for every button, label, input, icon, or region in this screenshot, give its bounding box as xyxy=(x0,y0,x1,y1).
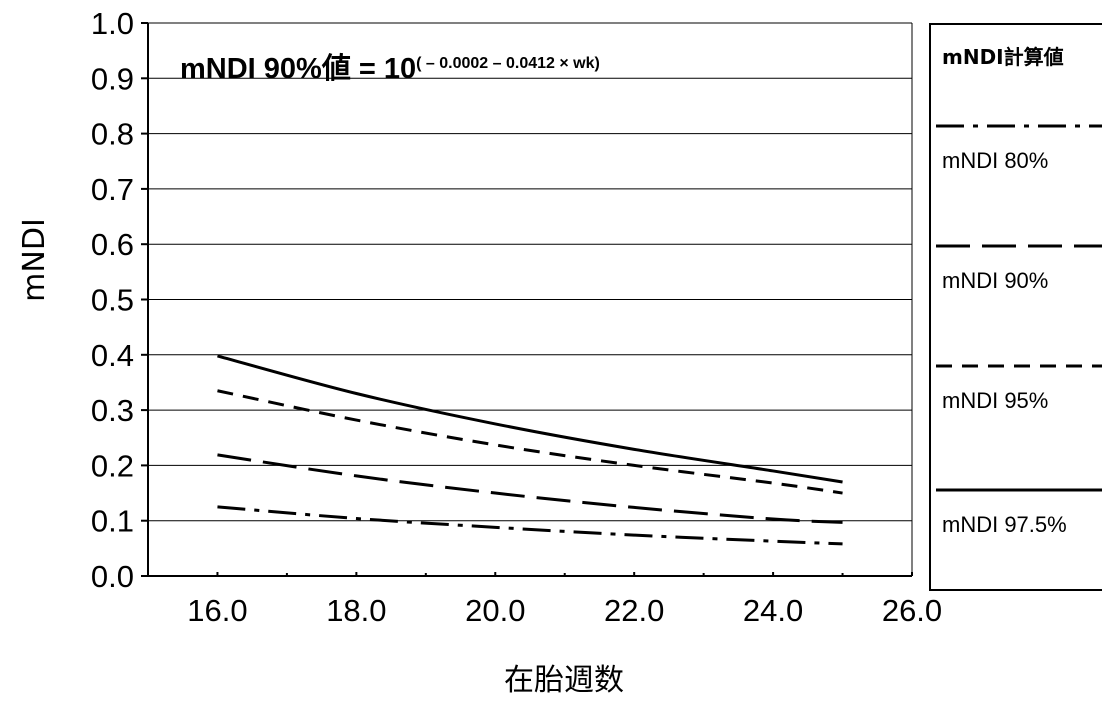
legend-label: mNDI 95% xyxy=(942,388,1048,413)
y-tick-label: 0.4 xyxy=(91,338,134,373)
y-tick-label: 0.0 xyxy=(91,559,134,594)
legend-label: mNDI 80% xyxy=(942,148,1048,173)
legend-label: mNDI 90% xyxy=(942,268,1048,293)
x-tick-label: 24.0 xyxy=(743,593,803,628)
series-line-mndi-95- xyxy=(217,389,843,495)
legend-box xyxy=(929,23,1102,591)
y-tick-labels: 0.0 0.1 0.2 0.3 0.4 0.5 0.6 0.7 0.8 0.9 1.0 xyxy=(91,6,148,594)
series-line-mndi-80- xyxy=(217,505,843,546)
y-tick-label: 0.5 xyxy=(91,283,134,318)
grid-lines xyxy=(148,22,912,522)
legend-label: mNDI 97.5% xyxy=(942,512,1067,537)
x-tick-label: 26.0 xyxy=(882,593,942,628)
y-tick-label: 0.6 xyxy=(91,227,134,262)
formula-annotation: mNDI 90%値 = 10( – 0.0002 – 0.0412 × wk) xyxy=(180,52,600,85)
y-tick-label: 0.7 xyxy=(91,172,134,207)
y-tick-label: 0.1 xyxy=(91,504,134,539)
series-line-mndi-97.5- xyxy=(217,354,843,484)
x-tick-label: 22.0 xyxy=(604,593,664,628)
series-line-mndi-90- xyxy=(217,453,843,524)
formula-main: mNDI 90%値 = 10 xyxy=(180,52,416,85)
y-tick-label: 0.8 xyxy=(91,117,134,152)
x-tick-label: 18.0 xyxy=(326,593,386,628)
formula-exponent: ( – 0.0002 – 0.0412 × wk) xyxy=(416,55,600,72)
x-tick-label: 16.0 xyxy=(187,593,247,628)
x-tick-labels: 16.0 18.0 20.0 22.0 24.0 26.0 xyxy=(187,572,942,628)
y-axis-title: mNDI xyxy=(17,218,52,302)
y-tick-label: 1.0 xyxy=(91,6,134,41)
y-tick-label: 0.2 xyxy=(91,448,134,483)
x-axis-title: 在胎週数 xyxy=(504,663,624,698)
y-tick-label: 0.9 xyxy=(91,61,134,96)
series-lines xyxy=(217,354,843,546)
y-tick-label: 0.3 xyxy=(91,393,134,428)
legend: mNDI計算値 mNDI 80% mNDI 90% mNDI 95% mNDI 97.… xyxy=(929,23,1102,591)
legend-title: mNDI計算値 xyxy=(942,45,1064,69)
x-tick-label: 20.0 xyxy=(465,593,525,628)
